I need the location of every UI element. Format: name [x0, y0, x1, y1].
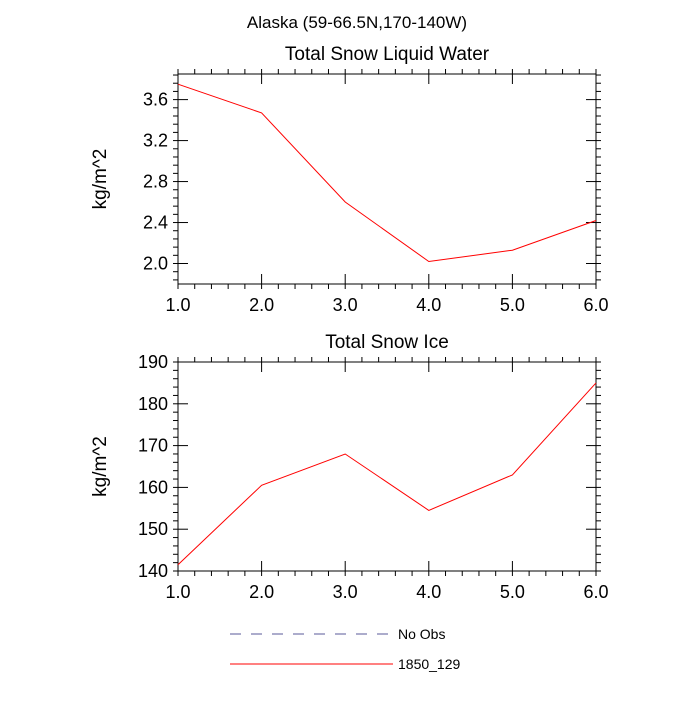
legend-item: No Obs — [230, 626, 445, 642]
x-tick-label: 3.0 — [333, 582, 358, 602]
y-axis-label: kg/m^2 — [90, 149, 111, 210]
x-tick-label: 3.0 — [333, 295, 358, 315]
panel-title: Total Snow Liquid Water — [285, 44, 490, 65]
y-tick-label: 2.8 — [143, 172, 168, 192]
series-line-1 — [177, 83, 597, 263]
y-tick-label: 2.4 — [143, 213, 168, 233]
y-tick-label: 3.2 — [143, 131, 168, 151]
x-tick-label: 2.0 — [249, 295, 274, 315]
x-tick-label: 1.0 — [165, 295, 190, 315]
panels: Total Snow Liquid Water kg/m^2 1.0 2.0 3.0 4.… — [90, 44, 609, 602]
legend-label: 1850_129 — [398, 656, 461, 672]
x-axis-ticks: 1.0 2.0 3.0 4.0 5.0 6.0 — [165, 69, 609, 315]
x-tick-label: 2.0 — [249, 582, 274, 602]
y-tick-label: 150 — [138, 519, 168, 539]
plot-frame — [177, 73, 597, 285]
x-tick-label: 1.0 — [165, 582, 190, 602]
y-axis-label: kg/m^2 — [90, 436, 111, 497]
figure-title: Alaska (59-66.5N,170-140W) — [247, 13, 467, 32]
legend-label: No Obs — [398, 626, 445, 642]
y-tick-label: 190 — [138, 352, 168, 372]
x-tick-label: 5.0 — [500, 295, 525, 315]
y-tick-label: 170 — [138, 436, 168, 456]
series-line-1 — [177, 382, 597, 566]
y-axis-ticks: 2.0 2.4 2.8 3.2 3.6 — [143, 74, 601, 281]
x-tick-label: 6.0 — [583, 582, 608, 602]
panel-title: Total Snow Ice — [325, 332, 449, 353]
legend-item: 1850_129 — [230, 656, 461, 672]
legend: No Obs 1850_129 — [230, 626, 461, 672]
x-tick-label: 6.0 — [583, 295, 608, 315]
x-tick-label: 4.0 — [416, 582, 441, 602]
y-axis-ticks: 140 150 160 170 180 190 — [138, 352, 601, 581]
y-tick-label: 140 — [138, 561, 168, 581]
x-tick-label: 5.0 — [500, 582, 525, 602]
y-tick-label: 160 — [138, 477, 168, 497]
plot-frame — [177, 361, 597, 572]
x-tick-label: 4.0 — [416, 295, 441, 315]
y-tick-label: 2.0 — [143, 254, 168, 274]
y-tick-label: 3.6 — [143, 90, 168, 110]
panel-1: Total Snow Liquid Water kg/m^2 1.0 2.0 3.0 4.… — [90, 44, 609, 315]
x-axis-ticks: 1.0 2.0 3.0 4.0 5.0 6.0 — [165, 357, 609, 602]
y-tick-label: 180 — [138, 394, 168, 414]
